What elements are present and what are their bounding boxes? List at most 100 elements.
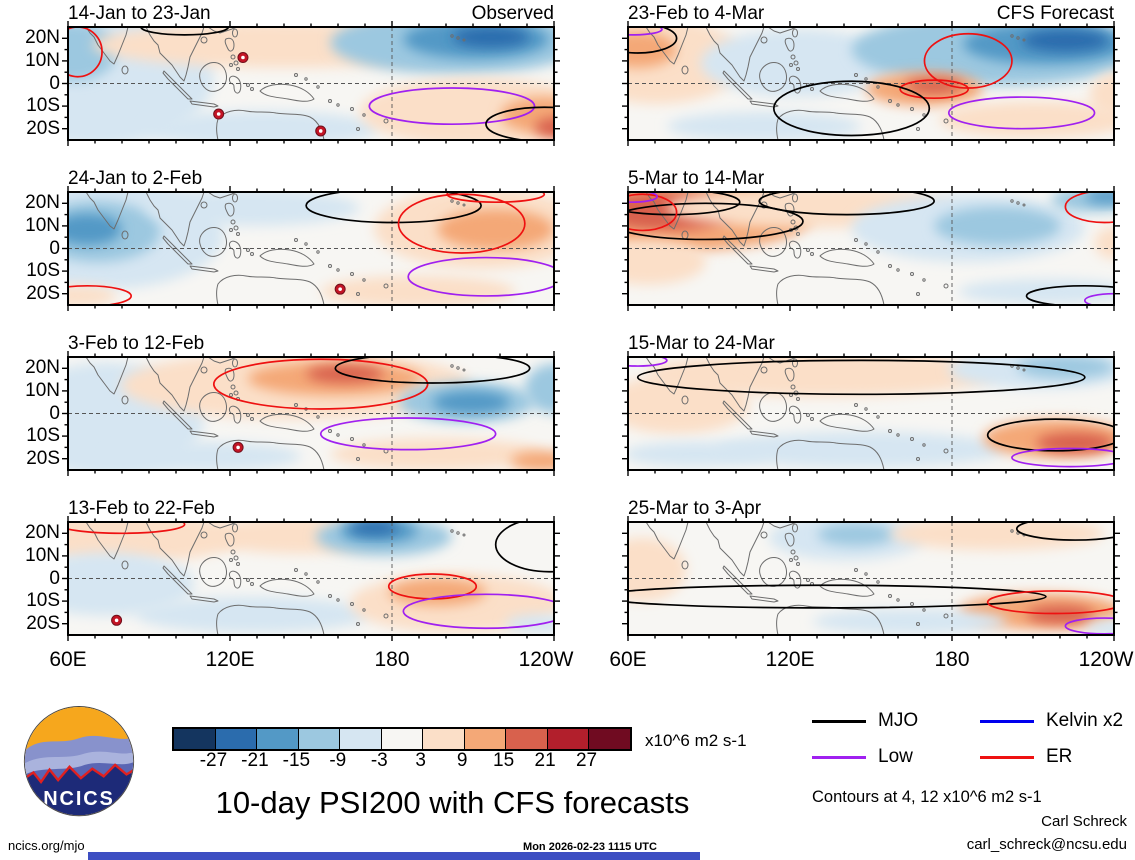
colorbar-tick-label: -9 [329, 750, 347, 771]
colorbar-cell [505, 729, 547, 749]
colorbar-units-label: x10^6 m2 s-1 [645, 731, 747, 750]
colorbar-cell [339, 729, 381, 749]
panel-title-row: 25-Mar to 3-Apr [628, 498, 1114, 520]
y-axis-tick-label: 10S [26, 260, 60, 282]
legend-label: MJO [878, 710, 919, 731]
panel-date-range: 25-Mar to 3-Apr [628, 498, 762, 519]
kelvin-line-swatch [980, 719, 1034, 723]
footer-bar [88, 852, 700, 860]
x-axis-tick-label: 180 [934, 648, 970, 671]
panel-title-row: 13-Feb to 22-Feb [68, 498, 554, 520]
colorbar-cell [463, 729, 506, 749]
colorbar-tick-label: 15 [493, 750, 515, 771]
y-axis-tick-label: 10S [26, 95, 60, 117]
er-line-swatch [980, 755, 1034, 759]
panel-title-row: 3-Feb to 12-Feb [68, 333, 554, 355]
y-axis-tick-label: 20N [25, 192, 60, 214]
panel-title-row: 14-Jan to 23-Jan Observed [68, 3, 554, 25]
colorbar-cell [546, 729, 589, 749]
colorbar-cell [174, 729, 215, 749]
map-panel-forecast-2 [622, 186, 1120, 311]
panel-title-row: 5-Mar to 14-Mar [628, 168, 1114, 190]
x-axis-tick-label: 120E [765, 648, 815, 671]
y-axis-tick-label: 10N [25, 544, 60, 566]
panel-date-range: 13-Feb to 22-Feb [68, 498, 215, 519]
y-axis-tick-label: 10S [26, 590, 60, 612]
colorbar-cell [588, 729, 631, 749]
panel-date-range: 3-Feb to 12-Feb [68, 333, 205, 354]
y-axis-tick-label: 0 [49, 567, 60, 589]
map-panel-observed-3 [62, 351, 560, 476]
y-axis-tick-label: 10N [25, 379, 60, 401]
y-axis-tick-label: 20S [26, 282, 60, 304]
panel-date-range: 24-Jan to 2-Feb [68, 168, 203, 189]
colorbar-cell [422, 729, 464, 749]
colorbar-tick-label: 9 [456, 750, 468, 771]
panel-date-range: 14-Jan to 23-Jan [68, 3, 211, 24]
generation-timestamp: Mon 2026-02-23 1115 UTC [523, 841, 657, 853]
y-axis-tick-label: 0 [49, 72, 60, 94]
panel-mode-label: Observed [471, 3, 554, 24]
colorbar-tick-label: -3 [370, 750, 388, 771]
panel-mode-label: CFS Forecast [996, 3, 1114, 24]
y-axis-tick-label: 20N [25, 522, 60, 544]
colorbar-tick-label: -27 [199, 750, 228, 771]
colorbar-tick-label: 21 [534, 750, 556, 771]
logo-art: NCICS [24, 706, 134, 816]
y-axis-tick-label: 20S [26, 117, 60, 139]
x-axis-tick-label: 180 [374, 648, 410, 671]
credit-name: Carl Schreck [1041, 813, 1127, 830]
x-axis-tick-label: 60E [609, 648, 647, 671]
contour-levels-note: Contours at 4, 12 x10^6 m2 s-1 [812, 788, 1042, 806]
panel-date-range: 15-Mar to 24-Mar [628, 333, 775, 354]
low-line-swatch [812, 755, 866, 759]
ncics-logo: NCICS [23, 706, 135, 817]
map-panel-observed-1 [62, 21, 560, 146]
map-panel-observed-2 [62, 186, 560, 311]
panel-title-row: 15-Mar to 24-Mar [628, 333, 1114, 355]
y-axis-tick-label: 20S [26, 612, 60, 634]
x-axis-tick-label: 60E [49, 648, 87, 671]
x-axis-tick-label: 120W [1078, 648, 1134, 671]
colorbar [172, 727, 632, 751]
colorbar-tick-label: -21 [241, 750, 269, 771]
colorbar-cell [297, 729, 340, 749]
map-panel-observed-4 [62, 516, 560, 641]
map-panel-forecast-4 [622, 516, 1120, 641]
colorbar-cell [214, 729, 257, 749]
panel-title-row: 23-Feb to 4-Mar CFS Forecast [628, 3, 1114, 25]
colorbar-cell [256, 729, 298, 749]
legend-item-low: Low [812, 746, 980, 768]
legend-label: Low [878, 746, 913, 767]
map-panel-forecast-3 [622, 351, 1120, 476]
y-axis-tick-label: 0 [49, 237, 60, 259]
logo-text: NCICS [43, 788, 115, 810]
contour-legend: MJO Kelvin x2 Low ER [812, 710, 1135, 768]
legend-item-mjo: MJO [812, 710, 980, 732]
panel-date-range: 23-Feb to 4-Mar [628, 3, 765, 24]
legend-label: Kelvin x2 [1046, 710, 1124, 731]
y-axis-tick-label: 20N [25, 357, 60, 379]
credit-email: carl_schreck@ncsu.edu [966, 836, 1127, 853]
panel-title-row: 24-Jan to 2-Feb [68, 168, 554, 190]
y-axis-tick-label: 0 [49, 402, 60, 424]
y-axis-tick-label: 10N [25, 214, 60, 236]
colorbar-cell [380, 729, 423, 749]
legend-item-er: ER [980, 746, 1135, 768]
mjo-line-swatch [812, 719, 866, 723]
y-axis-tick-label: 20N [25, 27, 60, 49]
site-url: ncics.org/mjo [8, 838, 85, 853]
y-axis-tick-label: 10N [25, 49, 60, 71]
y-axis-tick-label: 10S [26, 425, 60, 447]
colorbar-tick-label: -15 [282, 750, 311, 771]
colorbar-tick-label: 27 [575, 750, 598, 771]
x-axis-tick-label: 120W [518, 648, 574, 671]
y-axis-tick-label: 20S [26, 447, 60, 469]
legend-label: ER [1046, 746, 1073, 767]
map-panel-forecast-1 [622, 21, 1120, 146]
legend-item-kelvin: Kelvin x2 [980, 710, 1135, 732]
colorbar-tick-label: 3 [415, 750, 427, 771]
panel-date-range: 5-Mar to 14-Mar [628, 168, 765, 189]
x-axis-tick-label: 120E [205, 648, 255, 671]
